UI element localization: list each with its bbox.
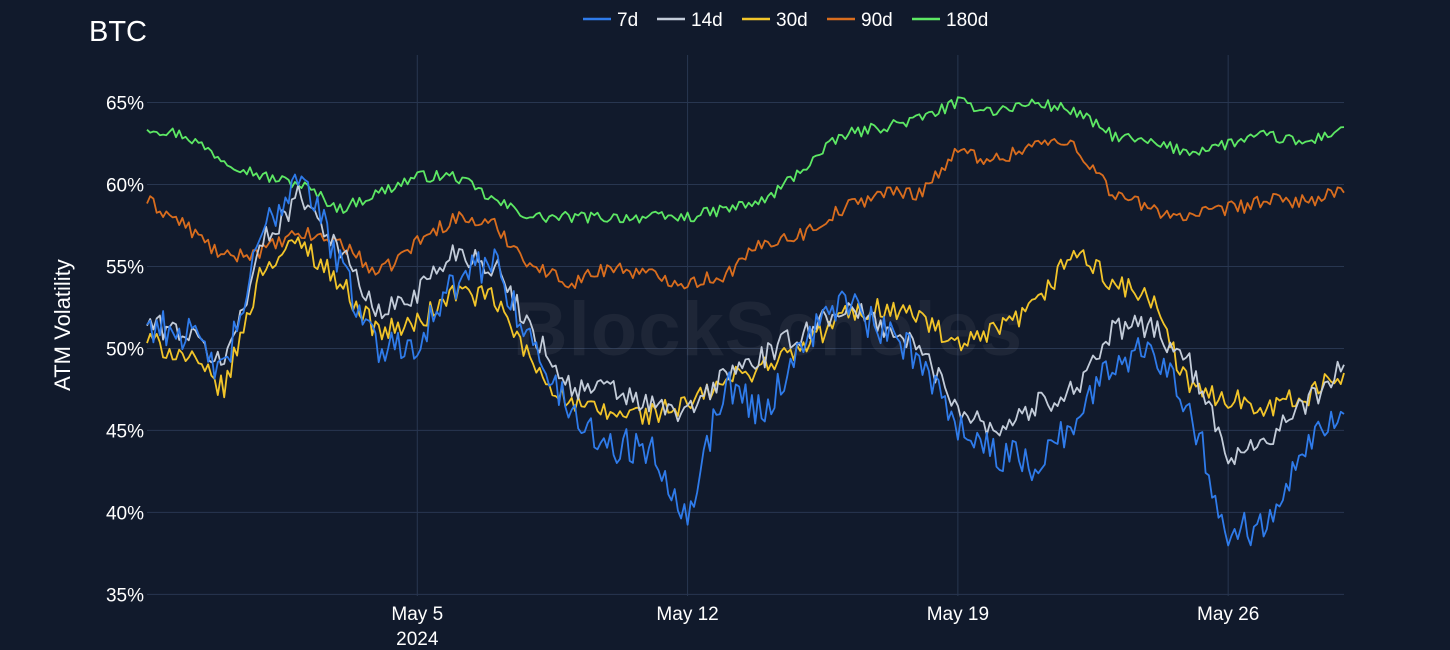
watermark-text: BlockScholes [513, 287, 1023, 372]
legend-label: 30d [776, 10, 808, 31]
y-tick-label: 50% [106, 339, 144, 360]
series-line-7d [146, 173, 1345, 547]
series-line-30d [146, 236, 1345, 426]
legend-item-30d[interactable]: 30d [742, 10, 808, 31]
legend-label: 14d [691, 10, 723, 31]
y-tick-label: 40% [106, 503, 144, 524]
series-lines [146, 96, 1345, 547]
x-tick-label: May 26 [1197, 604, 1259, 625]
y-tick-label: 55% [106, 257, 144, 278]
y-tick-label: 60% [106, 176, 144, 197]
legend-item-180d[interactable]: 180d [912, 10, 988, 31]
y-tick-label: 35% [106, 585, 144, 606]
x-tick-label: May 12 [656, 604, 718, 625]
legend-label: 90d [861, 10, 893, 31]
series-line-180d [146, 96, 1345, 224]
series-line-14d [146, 183, 1345, 466]
chart-title: BTC [89, 16, 147, 48]
legend-item-90d[interactable]: 90d [827, 10, 893, 31]
legend-item-14d[interactable]: 14d [657, 10, 723, 31]
x-tick-label: May 19 [927, 604, 989, 625]
x-axis-ticks: May 5 2024 May 12 May 19 May 26 [391, 604, 1259, 650]
legend-label: 180d [946, 10, 988, 31]
y-axis-title: ATM Volatility [50, 259, 75, 391]
y-axis-ticks: 35% 40% 45% 50% 55% 60% 65% [106, 94, 144, 607]
y-tick-label: 45% [106, 421, 144, 442]
legend-item-7d[interactable]: 7d [583, 10, 638, 31]
x-tick-year-label: 2024 [396, 629, 439, 650]
y-tick-label: 65% [106, 94, 144, 115]
legend[interactable]: 7d 14d 30d 90d 180d [583, 10, 988, 31]
x-tick-label: May 5 [391, 604, 443, 625]
legend-label: 7d [617, 10, 638, 31]
gridlines [147, 55, 1344, 596]
